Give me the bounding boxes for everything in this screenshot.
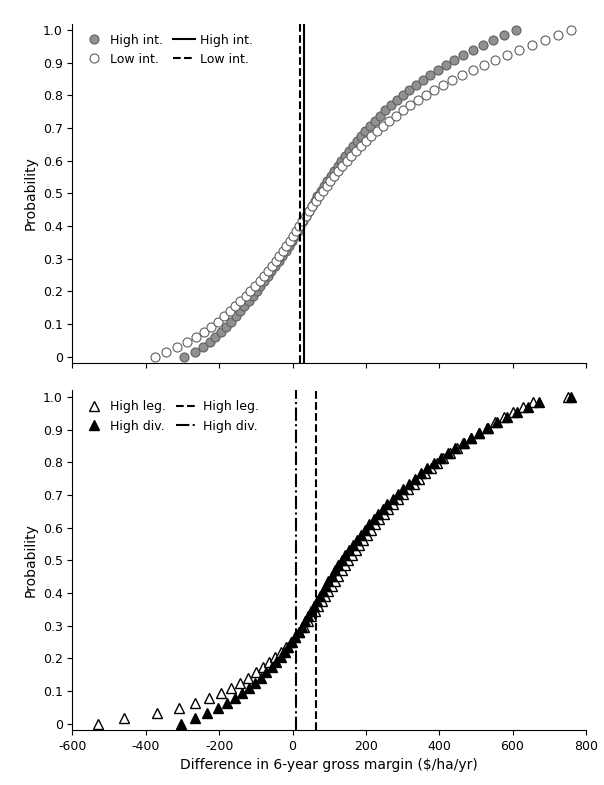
Legend: High leg., High div., High leg., High div.: High leg., High div., High leg., High di…: [79, 396, 263, 436]
Y-axis label: Probability: Probability: [23, 156, 37, 230]
Legend: High int., Low int., High int., Low int.: High int., Low int., High int., Low int.: [79, 30, 257, 70]
Y-axis label: Probability: Probability: [23, 524, 37, 597]
X-axis label: Difference in 6-year gross margin ($/ha/yr): Difference in 6-year gross margin ($/ha/…: [181, 758, 478, 772]
